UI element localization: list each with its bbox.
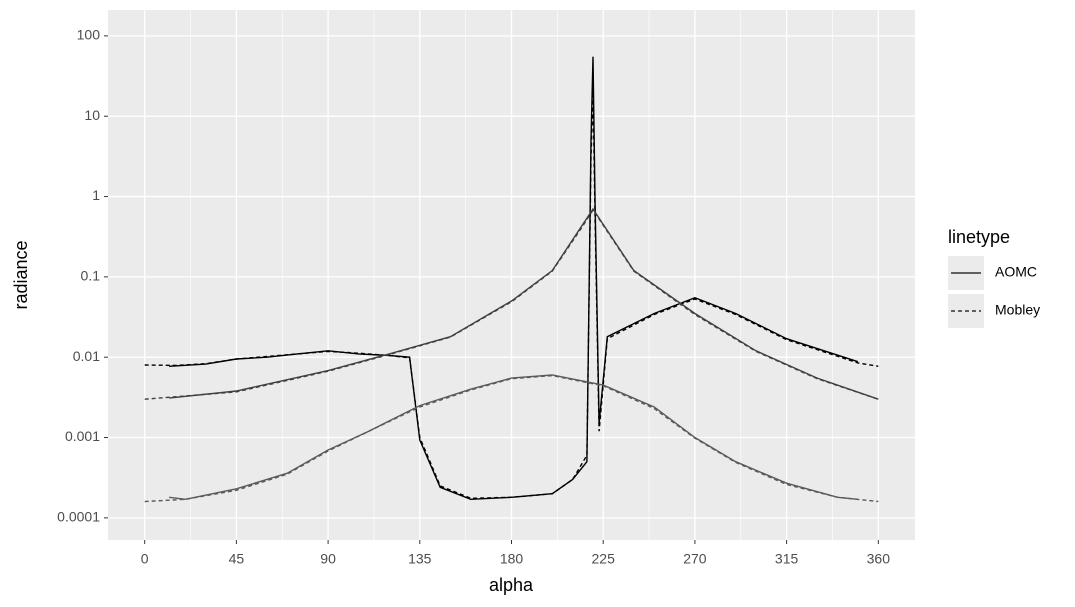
line (144, 91, 879, 500)
x-tick-label: 270 (683, 551, 707, 567)
x-tick-label: 180 (500, 551, 524, 567)
x-tick-label: 90 (320, 551, 336, 567)
legend-label: AOMC (995, 264, 1037, 280)
y-tick-label: 0.01 (73, 348, 100, 364)
x-tick-label: 225 (592, 551, 616, 567)
x-tick-label: 360 (867, 551, 891, 567)
y-tick-label: 0.001 (65, 428, 100, 444)
y-tick-label: 100 (77, 27, 101, 43)
y-tick-label: 10 (84, 107, 100, 123)
x-tick-label: 0 (141, 551, 149, 567)
y-tick-label: 0.1 (81, 268, 101, 284)
x-axis-label: alpha (489, 575, 534, 595)
y-axis-label: radiance (11, 240, 31, 309)
x-tick-label: 315 (775, 551, 799, 567)
line (169, 374, 858, 501)
legend-title: linetype (948, 227, 1010, 247)
y-tick-label: 0.0001 (57, 509, 100, 525)
y-tick-label: 1 (92, 187, 100, 203)
line (144, 374, 879, 503)
legend-label: Mobley (995, 302, 1040, 318)
x-tick-label: 135 (408, 551, 432, 567)
x-tick-label: 45 (229, 551, 245, 567)
